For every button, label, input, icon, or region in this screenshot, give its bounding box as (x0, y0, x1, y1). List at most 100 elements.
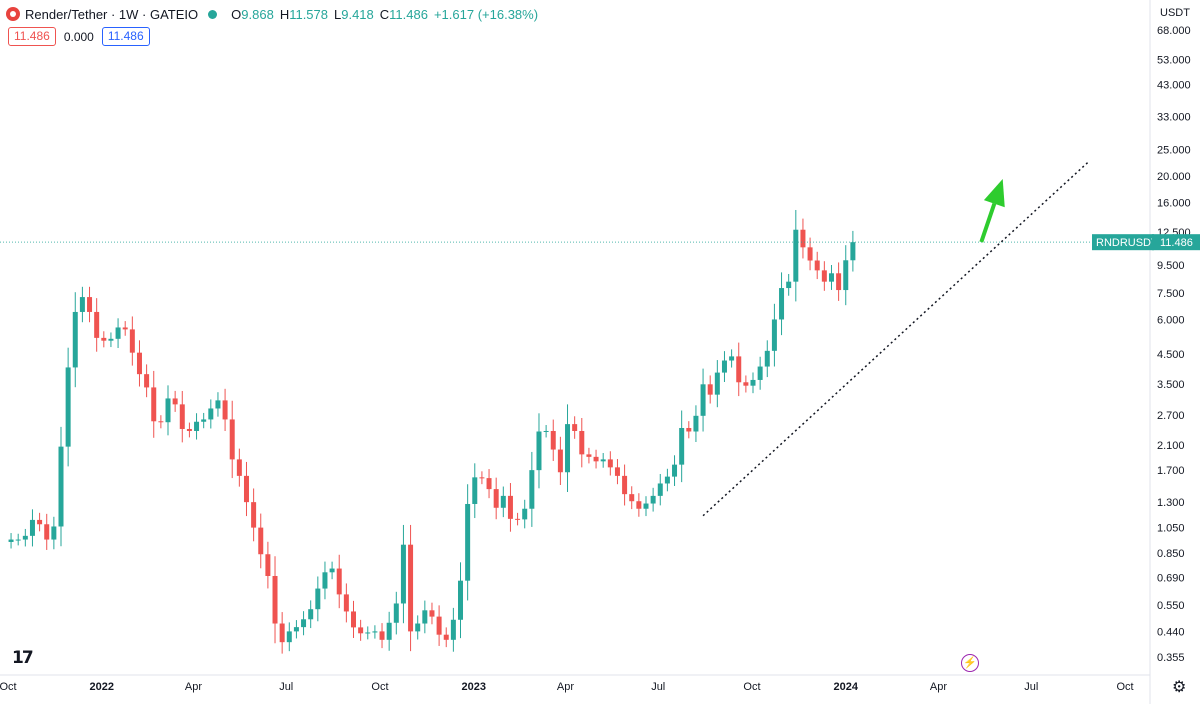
candle-body (529, 470, 535, 509)
candle-body (821, 270, 827, 282)
low-label: L (334, 6, 342, 22)
lightning-icon[interactable]: ⚡ (961, 654, 979, 672)
candle-body (129, 329, 135, 353)
candle-body (693, 415, 699, 432)
candle-body (800, 229, 806, 248)
tradingview-logo-icon[interactable]: 17 (12, 648, 34, 668)
y-tick-label: 6.000 (1157, 315, 1185, 327)
price-tag-value: 11.486 (1160, 237, 1193, 249)
candle-body (779, 288, 785, 320)
candle-body (365, 632, 371, 634)
candle-body (686, 427, 692, 432)
candle-body (771, 319, 777, 351)
candle-body (472, 477, 478, 504)
support-trendline (702, 161, 1089, 517)
candle-body (828, 273, 834, 282)
candle-body (579, 430, 585, 455)
candle-body (850, 242, 856, 261)
candle-body (322, 572, 328, 589)
candle-body (350, 611, 356, 628)
y-tick-label: 43.000 (1157, 80, 1191, 92)
candle-body (94, 311, 100, 338)
bullish-arrow-head (983, 179, 1005, 208)
candle-body (607, 459, 613, 468)
candle-body (786, 281, 792, 289)
candle-body (44, 524, 50, 540)
x-tick-label: Oct (0, 681, 17, 693)
y-tick-label: 1.300 (1157, 497, 1185, 509)
candle-body (172, 398, 178, 405)
candle-body (650, 495, 656, 504)
x-tick-label: Oct (743, 681, 760, 693)
candle-body (179, 404, 185, 429)
candle-body (515, 518, 521, 520)
y-tick-label: 0.440 (1157, 626, 1185, 638)
candle-body (279, 623, 285, 643)
candle-body (386, 622, 392, 640)
candle-body (51, 526, 57, 540)
candle-body (443, 634, 449, 640)
candle-body (522, 508, 528, 520)
candle-body (37, 519, 43, 525)
candle-body (593, 456, 599, 462)
y-tick-label: 0.550 (1157, 600, 1185, 612)
candle-body (122, 327, 128, 330)
currency-label: USDT (1160, 7, 1190, 19)
buy-price-button[interactable]: 11.486 (101, 27, 150, 46)
candle-body (408, 544, 414, 632)
y-tick-label: 0.355 (1157, 652, 1185, 664)
x-tick-label: Jul (651, 681, 665, 693)
candle-body (215, 400, 221, 409)
x-tick-label: Apr (930, 681, 947, 693)
candle-body (65, 367, 71, 447)
candle-body (736, 356, 742, 383)
candle-body (836, 273, 842, 291)
candle-body (301, 619, 307, 628)
candle-body (101, 337, 107, 341)
candle-body (87, 297, 93, 312)
candle-body (721, 360, 727, 373)
candle-body (201, 419, 207, 422)
candle-body (251, 502, 257, 528)
y-tick-label: 2.700 (1157, 410, 1185, 422)
candle-body (79, 297, 85, 312)
y-tick-label: 20.000 (1157, 171, 1191, 183)
sell-price-button[interactable]: 11.486 (8, 27, 56, 46)
x-tick-label: Apr (557, 681, 574, 693)
candle-body (550, 430, 556, 450)
candle-body (657, 483, 663, 496)
candle-body (843, 260, 849, 291)
candle-body (336, 568, 342, 595)
y-tick-label: 0.850 (1157, 548, 1185, 560)
candle-body (557, 449, 563, 473)
x-tick-label: 2023 (462, 681, 486, 693)
candle-body (293, 627, 299, 632)
y-tick-label: 16.000 (1157, 198, 1191, 210)
close-value: 11.486 (389, 6, 428, 22)
candle-body (750, 379, 756, 386)
candle-body (493, 489, 499, 508)
candle-body (565, 424, 571, 473)
candle-body (222, 400, 228, 420)
candle-body (400, 544, 406, 604)
candle-body (415, 623, 421, 632)
symbol-title[interactable]: Render/Tether · 1W · GATEIO (25, 6, 199, 22)
candle-body (186, 428, 192, 431)
candle-body (108, 338, 114, 341)
gear-icon[interactable]: ⚙ (1172, 679, 1187, 696)
candle-body (393, 603, 399, 623)
candle-body (144, 374, 150, 388)
candle-body (265, 554, 271, 576)
market-status-icon (208, 9, 218, 19)
y-tick-label: 3.500 (1157, 379, 1185, 391)
candle-body (672, 464, 678, 477)
candle-body (636, 501, 642, 509)
candle-body (643, 503, 649, 509)
candle-body (707, 384, 713, 395)
candle-body (22, 535, 28, 540)
y-tick-label: 68.000 (1157, 25, 1191, 37)
candle-body (308, 609, 314, 620)
candle-body (757, 366, 763, 380)
low-value: 9.418 (341, 6, 374, 22)
